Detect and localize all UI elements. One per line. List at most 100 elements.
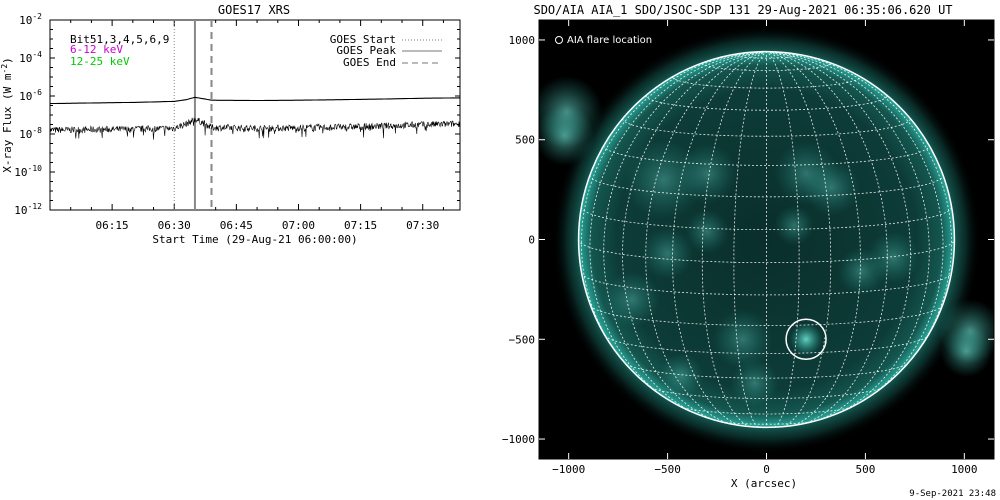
grid-line (766, 51, 911, 427)
goes-x-tick-label: 06:15 (96, 219, 129, 232)
goes-y-tick-base: 10 (19, 52, 32, 65)
active-region (685, 209, 730, 254)
coronal-loop (940, 325, 993, 378)
grid-line (766, 51, 944, 420)
goes-ylabel: X-ray Flux (W m-2) (0, 57, 14, 173)
active-region (659, 353, 704, 398)
goes-x-tick-label: 06:30 (158, 219, 191, 232)
goes-series-long (49, 96, 461, 105)
channel-label-0: Bit51,3,4,5,6,9 (70, 33, 169, 46)
goes-series (49, 96, 461, 140)
aia-x-tick-label: −500 (654, 463, 681, 476)
aia-x-tick-label: 1000 (951, 463, 978, 476)
flare-location-circle (785, 318, 827, 361)
grid-line (766, 51, 930, 426)
goes-y-tick-label: 10-2 (19, 12, 42, 27)
active-region (867, 231, 920, 284)
goes-series-short (49, 117, 460, 140)
grid-line (589, 51, 767, 420)
goes-y-tick-exp: -8 (32, 126, 42, 135)
active-region (677, 143, 738, 204)
grid-line (589, 305, 944, 327)
goes-y-tick-label: 10-6 (19, 88, 42, 103)
goes-y-tick-base: 10 (19, 128, 32, 141)
aia-y-tick-label: −500 (509, 333, 536, 346)
flare-legend-label: AIA flare location (567, 35, 652, 46)
goes-y-tick-label: 10-4 (19, 50, 42, 65)
grid-line (766, 51, 861, 428)
grid-line (766, 51, 832, 428)
goes-y-tick-base: 10 (19, 14, 32, 27)
aia-title: SDO/AIA AIA_1 SDO/JSOC-SDP 131 29-Aug-20… (533, 3, 952, 17)
goes-x-ticks: 06:15 06:30 06:45 07:00 07:15 07:30 (70, 20, 444, 232)
aia-x-tick-label: −1000 (552, 463, 585, 476)
goes-y-tick-label: 10-12 (14, 202, 42, 217)
flare-legend-marker (555, 36, 563, 44)
aia-x-ticks: −1000 −500 0 500 1000 (552, 20, 978, 476)
goes-y-tick-base: 10 (19, 90, 32, 103)
goes-y-tick-exp: -12 (28, 202, 43, 211)
legend-label-start: GOES Start (330, 33, 396, 46)
goes-x-tick-label: 06:45 (220, 219, 253, 232)
goes-x-tick-label: 07:30 (406, 219, 439, 232)
grid-line (622, 51, 767, 427)
goes-y-tick-base: 10 (14, 166, 27, 179)
grid-line (647, 385, 886, 399)
goes-y-tick-base: 10 (14, 204, 27, 217)
grid-line (581, 272, 952, 296)
aia-x-tick-label: 0 (763, 463, 770, 476)
goes-event-markers (173, 20, 213, 210)
active-region (712, 309, 773, 370)
aia-y-tick-label: 0 (528, 234, 535, 247)
goes-y-tick-exp: -10 (28, 164, 43, 173)
aia-y-tick-label: −1000 (502, 433, 535, 446)
goes-title: GOES17 XRS (218, 3, 290, 17)
goes-ylabel-end: ) (1, 57, 14, 64)
solar-limb (577, 50, 956, 429)
footer-timestamp: 9-Sep-2021 23:48 (909, 489, 996, 499)
grid-line (701, 62, 832, 71)
grid-line (604, 335, 929, 354)
aia-x-tick-label: 500 (855, 463, 875, 476)
active-region (803, 159, 860, 216)
aia-xlabel: X (arcsec) (731, 477, 797, 490)
grid-line (672, 51, 767, 428)
goes-y-tick-exp: -6 (32, 88, 42, 97)
goes-y-tick-exp: -4 (32, 50, 42, 59)
grid-line (623, 362, 910, 379)
legend-label-end: GOES End (343, 56, 396, 69)
channel-label-2: 12-25 keV (70, 55, 130, 68)
active-region (641, 227, 694, 280)
grid-line (645, 51, 767, 428)
goes-y-tick-label: 10-8 (19, 126, 42, 141)
goes-y-tick-exp: -2 (32, 12, 42, 21)
aia-panel: SDO/AIA AIA_1 SDO/JSOC-SDP 131 29-Aug-20… (502, 3, 995, 490)
active-region (603, 271, 660, 328)
grid-line (578, 239, 955, 263)
grid-line (766, 51, 888, 428)
goes-ylabel-sup: -2 (0, 64, 9, 74)
flare-brightening (790, 323, 823, 356)
goes-x-tick-label: 07:15 (344, 219, 377, 232)
grid-line (675, 404, 858, 415)
disk-texture (603, 139, 920, 408)
legend-label-peak: GOES Peak (336, 44, 396, 57)
active-region (774, 205, 815, 246)
goes-xlabel: Start Time (29-Aug-21 06:00:00) (152, 233, 357, 246)
goes-legend: GOES Start GOES Peak GOES End (330, 33, 442, 69)
grid-line (603, 51, 767, 426)
aia-y-tick-label: 500 (515, 134, 535, 147)
aia-y-ticks: −1000 −500 0 500 1000 (502, 34, 994, 446)
channel-label-1: 6-12 keV (70, 43, 123, 56)
goes-ylabel-main: X-ray Flux (W m (1, 73, 14, 173)
goes-y-tick-label: 10-10 (14, 164, 42, 179)
grid-line (701, 51, 767, 428)
goes-x-tick-label: 07:00 (282, 219, 315, 232)
active-region (730, 359, 779, 408)
aia-y-tick-label: 1000 (509, 34, 536, 47)
grid-line (581, 206, 952, 230)
coronal-loop (539, 105, 595, 166)
